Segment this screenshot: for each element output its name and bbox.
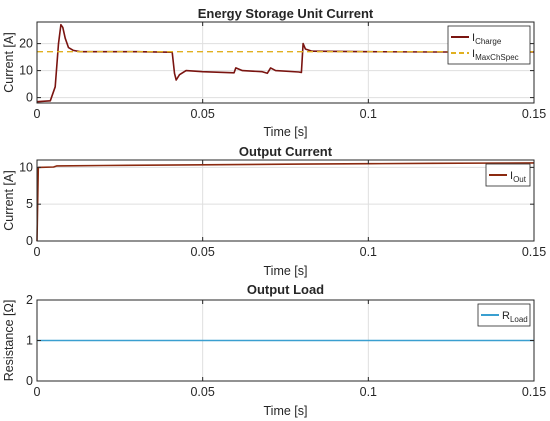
- plot-area: [37, 160, 534, 241]
- series-line-out: [36, 162, 535, 242]
- legend: IOut: [485, 163, 531, 187]
- series-line-charge: [36, 23, 534, 103]
- x-tick-label: 0: [34, 245, 41, 259]
- axes-box: [36, 159, 535, 242]
- y-tick-label: 20: [19, 37, 33, 51]
- x-tick-label: 0.15: [522, 385, 546, 399]
- y-tick-label: 0: [26, 234, 33, 248]
- legend-label: IMaxChSpec: [472, 48, 519, 62]
- x-axis-label: Time [s]: [264, 404, 308, 418]
- plot-1: 0 0.05 0.1 0.15 0 10 20 Energy Storage Unit Cur…: [2, 6, 546, 139]
- y-tick-label: 5: [26, 197, 33, 211]
- legend-box: [485, 163, 531, 187]
- legend-label: RLoad: [502, 310, 528, 324]
- plot-3: 0 0.05 0.1 0.15 0 1 2 Output Load Time [s] Resist…: [2, 282, 546, 418]
- x-tick-label: 0.15: [522, 245, 546, 259]
- x-tick-label: 0.1: [360, 245, 377, 259]
- y-tick-label: 0: [26, 91, 33, 105]
- y-tick-label: 0: [26, 374, 33, 388]
- y-axis-label: Resistance [Ω]: [2, 300, 16, 382]
- legend-box: [447, 25, 531, 65]
- x-tick-label: 0.05: [190, 385, 214, 399]
- legend: ICharge IMaxChSpec: [447, 25, 531, 65]
- chart-title: Output Current: [239, 144, 333, 159]
- plot-2: 0 0.05 0.1 0.15 0 5 10 Output Current Time [s] Cu…: [2, 144, 546, 278]
- x-axis-label: Time [s]: [264, 264, 308, 278]
- y-tick-label: 10: [19, 64, 33, 78]
- x-tick-label: 0.05: [190, 107, 214, 121]
- y-axis-label: Current [A]: [2, 32, 16, 92]
- y-tick-label: 2: [26, 293, 33, 307]
- chart-title: Energy Storage Unit Current: [198, 6, 374, 21]
- x-tick-label: 0: [34, 107, 41, 121]
- axes-box: [36, 21, 535, 104]
- legend-label: IOut: [510, 170, 527, 184]
- x-tick-label: 0.1: [360, 107, 377, 121]
- y-axis-label: Current [A]: [2, 170, 16, 230]
- legend-label: ICharge: [472, 32, 502, 46]
- y-tick-label: 10: [19, 160, 33, 174]
- x-axis-label: Time [s]: [264, 125, 308, 139]
- legend: RLoad: [477, 303, 531, 327]
- x-tick-label: 0.1: [360, 385, 377, 399]
- chart-title: Output Load: [247, 282, 324, 297]
- legend-box: [477, 303, 531, 327]
- x-tick-label: 0: [34, 385, 41, 399]
- x-tick-label: 0.05: [190, 245, 214, 259]
- x-tick-label: 0.15: [522, 107, 546, 121]
- y-tick-label: 1: [26, 334, 33, 348]
